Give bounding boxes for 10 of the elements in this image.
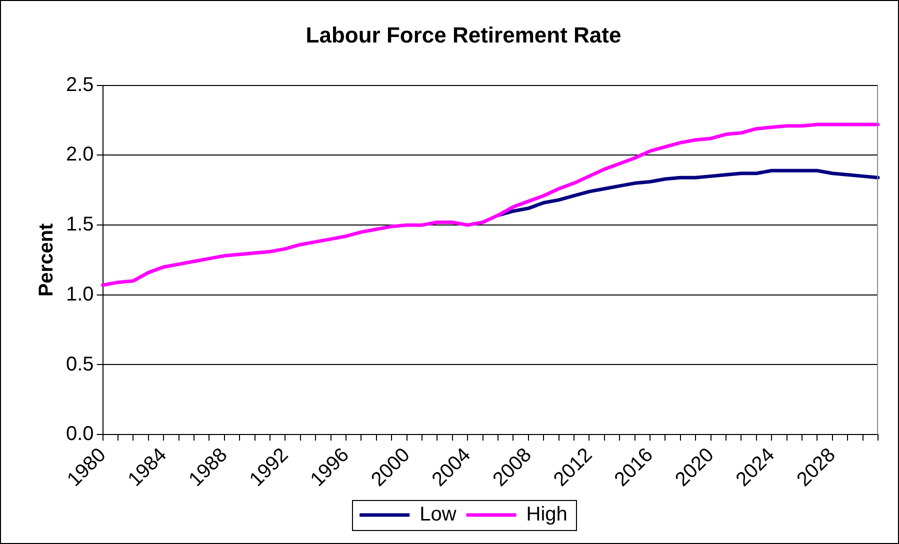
y-tick-label: 2.5 [66, 74, 94, 96]
y-tick-label: 2.0 [66, 144, 94, 166]
y-tick-label: 1.5 [66, 214, 94, 236]
legend-label: Low [420, 504, 457, 526]
y-axis-title: Percent [36, 222, 58, 297]
y-tick-label: 0.5 [66, 353, 94, 376]
chart-title: Labour Force Retirement Rate [306, 22, 622, 48]
y-tick-label: 1.0 [66, 283, 94, 306]
legend-label: High [526, 504, 568, 526]
y-tick-label: 0.0 [66, 423, 94, 446]
